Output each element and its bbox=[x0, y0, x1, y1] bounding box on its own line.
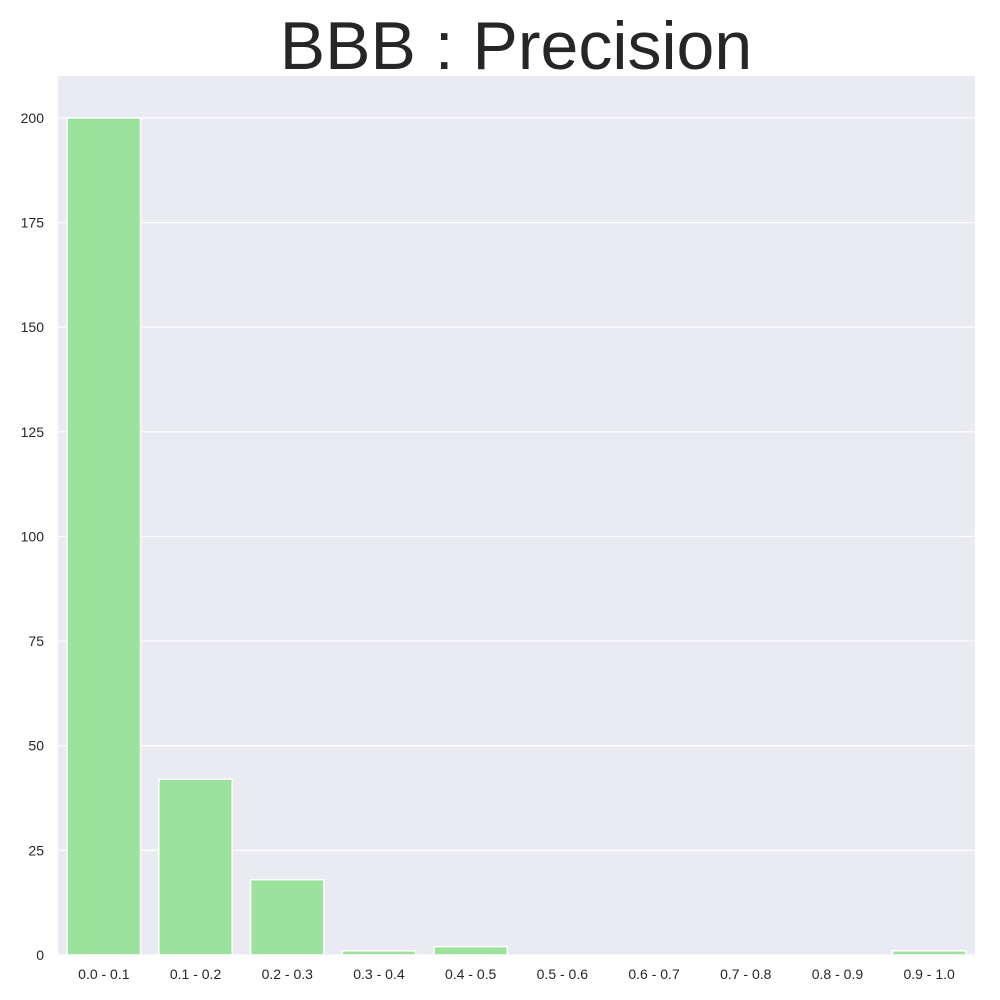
bars bbox=[66, 117, 967, 956]
y-tick-label: 25 bbox=[28, 842, 44, 858]
x-tick-label: 0.8 - 0.9 bbox=[812, 966, 864, 982]
x-tick-label: 0.1 - 0.2 bbox=[170, 966, 222, 982]
y-tick-label: 125 bbox=[21, 424, 45, 440]
x-tick-label: 0.3 - 0.4 bbox=[353, 966, 405, 982]
y-tick-label: 0 bbox=[36, 947, 44, 963]
x-axis-ticks: 0.0 - 0.1 0.1 - 0.2 0.2 - 0.3 0.3 - 0.4 0.4 … bbox=[78, 966, 955, 982]
y-axis-ticks: 0 25 50 75 100 125 150 175 200 bbox=[21, 110, 45, 963]
bar-0-2-0-3 bbox=[249, 878, 325, 956]
bar-0-9-1-0 bbox=[891, 950, 967, 956]
x-tick-label: 0.6 - 0.7 bbox=[628, 966, 680, 982]
bar-0-4-0-5 bbox=[433, 945, 509, 956]
bar-0-0-0-1 bbox=[66, 117, 142, 956]
y-tick-label: 150 bbox=[21, 319, 45, 335]
bar-0-1-0-2 bbox=[158, 778, 233, 956]
x-tick-label: 0.2 - 0.3 bbox=[262, 966, 314, 982]
x-tick-label: 0.9 - 1.0 bbox=[903, 966, 955, 982]
y-tick-label: 200 bbox=[21, 110, 45, 126]
chart-title: BBB : Precision bbox=[280, 8, 752, 84]
y-tick-label: 75 bbox=[28, 633, 44, 649]
y-tick-label: 50 bbox=[28, 738, 44, 754]
y-tick-label: 175 bbox=[21, 215, 45, 231]
y-tick-label: 100 bbox=[21, 528, 45, 544]
x-tick-label: 0.4 - 0.5 bbox=[445, 966, 497, 982]
x-tick-label: 0.7 - 0.8 bbox=[720, 966, 772, 982]
x-tick-label: 0.5 - 0.6 bbox=[537, 966, 589, 982]
x-tick-label: 0.0 - 0.1 bbox=[78, 966, 130, 982]
bar-0-3-0-4 bbox=[341, 950, 417, 956]
